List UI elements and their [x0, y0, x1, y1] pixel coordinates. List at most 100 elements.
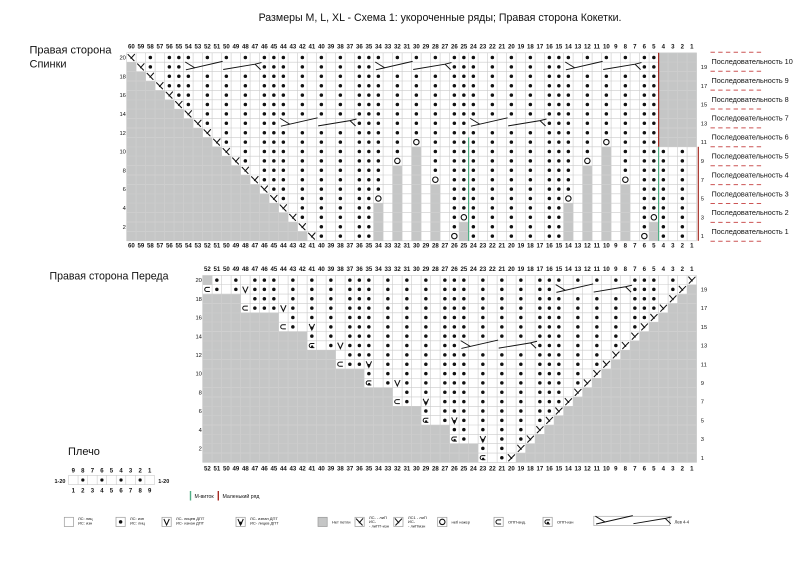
svg-text:51: 51: [213, 266, 220, 273]
svg-text:7: 7: [129, 489, 133, 495]
svg-text:20: 20: [508, 466, 515, 473]
svg-text:Последовательность 8: Последовательность 8: [712, 95, 789, 104]
svg-text:13: 13: [701, 344, 707, 350]
svg-text:57: 57: [156, 44, 163, 51]
svg-text:41: 41: [308, 266, 315, 273]
svg-text:ИС-: ИС-: [369, 519, 377, 524]
svg-text:16: 16: [546, 466, 553, 473]
svg-text:10: 10: [603, 242, 610, 249]
svg-text:12: 12: [119, 131, 125, 137]
svg-text:50: 50: [223, 266, 230, 273]
svg-text:20: 20: [195, 278, 201, 284]
svg-text:6: 6: [643, 266, 647, 273]
svg-text:ОПП-вид.: ОПП-вид.: [508, 520, 526, 525]
svg-text:24: 24: [470, 44, 477, 51]
svg-text:Нет петли: Нет петли: [332, 520, 351, 525]
svg-text:25: 25: [460, 44, 467, 51]
svg-text:42: 42: [299, 44, 306, 51]
svg-text:46: 46: [261, 242, 268, 249]
svg-text:22: 22: [489, 266, 496, 273]
svg-text:7: 7: [701, 400, 704, 406]
svg-text:44: 44: [280, 266, 287, 273]
svg-text:59: 59: [137, 242, 144, 249]
svg-text:23: 23: [479, 44, 486, 51]
svg-text:21: 21: [498, 242, 505, 249]
svg-text:45: 45: [270, 466, 277, 473]
svg-text:31: 31: [403, 266, 410, 273]
svg-text:26: 26: [451, 466, 458, 473]
svg-text:3: 3: [671, 466, 675, 473]
svg-text:49: 49: [232, 242, 239, 249]
svg-text:12: 12: [584, 266, 591, 273]
svg-text:Правая сторона: Правая сторона: [30, 45, 113, 57]
svg-text:44: 44: [280, 44, 287, 51]
svg-text:5: 5: [701, 197, 704, 203]
svg-text:7: 7: [633, 266, 637, 273]
svg-text:19: 19: [517, 44, 524, 51]
svg-text:5: 5: [652, 242, 656, 249]
svg-text:6: 6: [123, 187, 126, 193]
svg-text:2: 2: [681, 242, 685, 249]
svg-text:40: 40: [318, 466, 325, 473]
svg-text:2: 2: [123, 225, 126, 231]
svg-text:37: 37: [346, 266, 353, 273]
svg-text:27: 27: [441, 466, 448, 473]
svg-text:20: 20: [508, 242, 515, 249]
svg-text:35: 35: [365, 466, 372, 473]
svg-text:52: 52: [204, 44, 211, 51]
svg-text:37: 37: [346, 466, 353, 473]
svg-text:47: 47: [251, 44, 258, 51]
svg-text:3: 3: [701, 437, 704, 443]
svg-text:51: 51: [213, 44, 220, 51]
svg-text:6: 6: [643, 44, 647, 51]
svg-text:17: 17: [536, 44, 543, 51]
svg-text:10: 10: [603, 266, 610, 273]
svg-text:27: 27: [441, 44, 448, 51]
svg-text:ИС: изн: ИС: изн: [78, 520, 92, 525]
svg-text:29: 29: [422, 44, 429, 51]
svg-text:43: 43: [289, 266, 296, 273]
svg-text:57: 57: [156, 242, 163, 249]
svg-text:18: 18: [527, 44, 534, 51]
svg-text:4: 4: [119, 468, 123, 474]
svg-text:14: 14: [565, 466, 572, 473]
svg-text:Последовательность 2: Последовательность 2: [712, 208, 789, 217]
svg-text:26: 26: [451, 266, 458, 273]
svg-text:28: 28: [432, 466, 439, 473]
svg-text:45: 45: [270, 266, 277, 273]
svg-text:26: 26: [451, 242, 458, 249]
svg-text:30: 30: [413, 242, 420, 249]
svg-text:8: 8: [81, 468, 85, 474]
svg-text:18: 18: [527, 242, 534, 249]
svg-text:48: 48: [242, 266, 249, 273]
svg-text:2: 2: [138, 468, 142, 474]
svg-text:33: 33: [384, 266, 391, 273]
svg-text:39: 39: [327, 242, 334, 249]
svg-text:17: 17: [536, 466, 543, 473]
svg-text:ЛС- лицев ДПТ: ЛС- лицев ДПТ: [176, 516, 205, 521]
svg-text:54: 54: [185, 242, 192, 249]
svg-text:М-виток: М-виток: [195, 494, 215, 500]
svg-text:17: 17: [701, 306, 707, 312]
svg-text:13: 13: [574, 44, 581, 51]
svg-text:19: 19: [517, 466, 524, 473]
svg-text:ОПП-изн: ОПП-изн: [557, 520, 573, 525]
svg-text:26: 26: [451, 44, 458, 51]
svg-text:59: 59: [137, 44, 144, 51]
svg-text:33: 33: [384, 44, 391, 51]
svg-text:12: 12: [584, 466, 591, 473]
svg-text:38: 38: [337, 44, 344, 51]
svg-text:9: 9: [72, 468, 76, 474]
svg-text:Последовательность 1: Последовательность 1: [712, 227, 789, 236]
svg-text:14: 14: [565, 266, 572, 273]
svg-text:40: 40: [318, 44, 325, 51]
svg-text:40: 40: [318, 266, 325, 273]
svg-text:6: 6: [100, 468, 104, 474]
svg-text:20: 20: [508, 44, 515, 51]
svg-text:7: 7: [701, 178, 704, 184]
svg-text:2: 2: [681, 466, 685, 473]
svg-text:14: 14: [565, 44, 572, 51]
svg-text:6: 6: [119, 489, 123, 495]
svg-text:- лиПТ-изн: - лиПТ-изн: [369, 524, 389, 529]
svg-text:31: 31: [403, 44, 410, 51]
